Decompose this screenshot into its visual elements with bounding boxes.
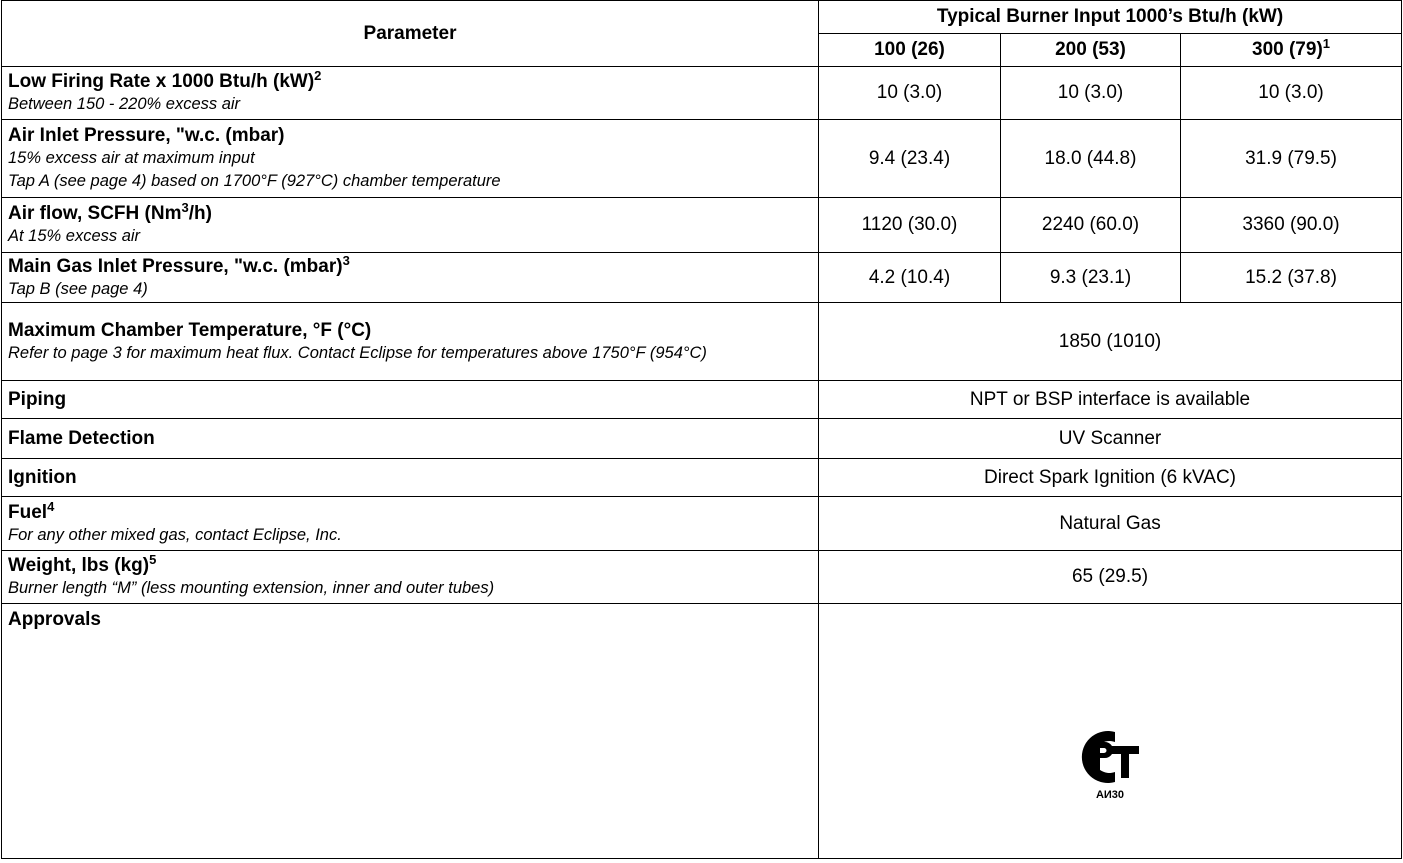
parameter-name: Ignition <box>8 466 812 489</box>
table-row: Piping NPT or BSP interface is available <box>1 380 1403 419</box>
value-cell: 10 (3.0) <box>1000 66 1181 120</box>
parameter-note: 15% excess air at maximum input <box>8 149 255 167</box>
parameter-cell: Main Gas Inlet Pressure, "w.c. (mbar)3 Ta… <box>1 252 819 303</box>
value-cell: 15.2 (37.8) <box>1179 252 1403 303</box>
label-text: Approvals <box>8 609 101 630</box>
parameter-note: Tap A (see page 4) based on 1700°F (927°… <box>8 172 501 190</box>
parameter-cell: Piping <box>1 380 819 419</box>
parameter-cell: Weight, lbs (kg)5 Burner length “M” (less… <box>1 550 819 604</box>
table-row: Low Firing Rate x 1000 Btu/h (kW)2 Betwee… <box>1 66 1403 120</box>
table-row: Maximum Chamber Temperature, °F (°C) Refe… <box>1 302 1403 381</box>
parameter-cell: Air Inlet Pressure, "w.c. (mbar) 15% exce… <box>1 119 819 198</box>
label-text: Main Gas Inlet Pressure, "w.c. (mbar) <box>8 255 343 277</box>
parameter-note: Refer to page 3 for maximum heat flux. C… <box>8 343 707 362</box>
value-cell: 10 (3.0) <box>1179 66 1403 120</box>
label-text: Ignition <box>8 467 77 488</box>
column-header: 200 (53) <box>1000 33 1181 67</box>
value-cell: 9.4 (23.4) <box>818 119 1001 198</box>
column-header: 100 (26) <box>818 33 1001 67</box>
table-row: Weight, lbs (kg)5 Burner length “M” (less… <box>1 550 1403 604</box>
parameter-name: Main Gas Inlet Pressure, "w.c. (mbar)3 <box>8 252 812 278</box>
parameter-note: Between 150 - 220% excess air <box>8 95 241 113</box>
parameter-name: Air flow, SCFH (Nm3/h) <box>8 200 812 225</box>
parameter-name: Fuel4 <box>8 498 812 524</box>
table-row: Main Gas Inlet Pressure, "w.c. (mbar)3 Ta… <box>1 252 1403 303</box>
parameter-header: Parameter <box>1 0 819 67</box>
parameter-name: Piping <box>8 388 812 411</box>
parameter-name: Air Inlet Pressure, "w.c. (mbar) <box>8 124 812 147</box>
footnote-mark: 3 <box>342 252 350 268</box>
table-row: Air Inlet Pressure, "w.c. (mbar) 15% exce… <box>1 119 1403 198</box>
value-cell: NPT or BSP interface is available <box>817 380 1403 419</box>
label-text: Air Inlet Pressure, "w.c. (mbar) <box>8 125 285 146</box>
logo-cell: АИ30 <box>817 603 1403 859</box>
label-text: 200 (53) <box>1055 39 1126 60</box>
parameter-name: Flame Detection <box>8 427 812 450</box>
parameter-name: Weight, lbs (kg)5 <box>8 552 812 577</box>
footnote-mark: 5 <box>149 552 157 567</box>
table-row: Approvals АИ30 <box>1 603 1403 859</box>
value-cell: 9.3 (23.1) <box>1000 252 1181 303</box>
value-cell: UV Scanner <box>817 418 1403 459</box>
table-row: Fuel4 For any other mixed gas, contact Ec… <box>1 496 1403 551</box>
label-text: Fuel <box>8 501 48 523</box>
value-cell: Direct Spark Ignition (6 kVAC) <box>817 458 1403 497</box>
value-cell: 4.2 (10.4) <box>818 252 1001 303</box>
parameter-name: Approvals <box>8 608 812 631</box>
footnote-mark: 2 <box>314 68 322 83</box>
value-cell: 2240 (60.0) <box>1000 197 1181 253</box>
parameter-cell: Approvals <box>1 603 819 859</box>
value-cell: 1120 (30.0) <box>818 197 1001 253</box>
value-cell: Natural Gas <box>817 496 1403 551</box>
parameter-note: For any other mixed gas, contact Eclipse… <box>8 525 342 544</box>
label-text: Low Firing Rate x 1000 Btu/h (kW) <box>8 71 315 92</box>
logo-code: АИ30 <box>1096 789 1124 801</box>
parameter-name: Maximum Chamber Temperature, °F (°C) <box>8 319 812 342</box>
approval-logo: АИ30 <box>1081 731 1140 801</box>
label-text: Maximum Chamber Temperature, °F (°C) <box>8 319 372 341</box>
value-cell: 31.9 (79.5) <box>1179 119 1403 198</box>
label-text: Weight, lbs (kg) <box>8 555 150 576</box>
value-cell: 3360 (90.0) <box>1179 197 1403 253</box>
value-cell: 18.0 (44.8) <box>1000 119 1181 198</box>
label-text: 300 (79) <box>1252 39 1323 60</box>
label-text: Flame Detection <box>8 428 155 449</box>
parameter-note: Burner length “M” (less mounting extensi… <box>8 579 495 597</box>
value-cell: 1850 (1010) <box>817 302 1403 381</box>
table-row: Flame Detection UV Scanner <box>1 418 1403 459</box>
label-text: Piping <box>8 389 67 410</box>
parameter-note: Tap B (see page 4) <box>8 279 148 298</box>
parameter-cell: Air flow, SCFH (Nm3/h) At 15% excess air <box>1 197 819 253</box>
label-text: /h) <box>188 203 212 224</box>
footnote-mark: 1 <box>1322 36 1331 51</box>
parameter-note: At 15% excess air <box>8 227 141 245</box>
group-header: Typical Burner Input 1000’s Btu/h (kW) <box>817 0 1403 34</box>
parameter-cell: Low Firing Rate x 1000 Btu/h (kW)2 Betwee… <box>1 66 819 120</box>
footnote-mark: 3 <box>181 200 189 215</box>
label-text: Air flow, SCFH (Nm <box>8 203 182 224</box>
parameter-cell: Maximum Chamber Temperature, °F (°C) Refe… <box>1 302 819 381</box>
parameter-name: Low Firing Rate x 1000 Btu/h (kW)2 <box>8 68 812 93</box>
parameter-cell: Flame Detection <box>1 418 819 459</box>
value-cell: 65 (29.5) <box>817 550 1403 604</box>
table-row: Air flow, SCFH (Nm3/h) At 15% excess air 1… <box>1 197 1403 253</box>
column-header: 300 (79)1 <box>1179 33 1403 67</box>
value-cell: 10 (3.0) <box>818 66 1001 120</box>
footnote-mark: 4 <box>47 498 55 514</box>
parameter-cell: Ignition <box>1 458 819 497</box>
table-row: Ignition Direct Spark Ignition (6 kVAC) <box>1 458 1403 497</box>
label-text: 100 (26) <box>874 39 945 60</box>
parameter-cell: Fuel4 For any other mixed gas, contact Ec… <box>1 496 819 551</box>
